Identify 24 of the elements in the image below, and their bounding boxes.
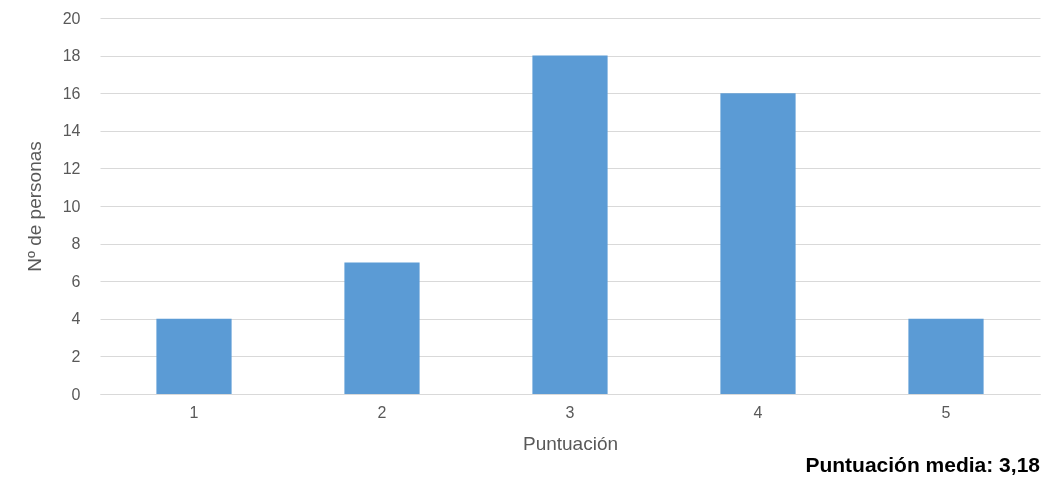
x-tick-label: 3 bbox=[565, 403, 575, 421]
bar bbox=[720, 93, 796, 394]
bar bbox=[344, 262, 420, 394]
y-tick-label: 6 bbox=[71, 272, 81, 290]
x-tick-label: 1 bbox=[189, 403, 199, 421]
text: Puntuación media: 3,18 bbox=[805, 453, 1041, 476]
x-tick-label: 2 bbox=[377, 403, 387, 421]
x-tick-label: 5 bbox=[941, 403, 951, 421]
y-tick-label: 8 bbox=[71, 235, 81, 253]
x-axis-title: Puntuación bbox=[522, 432, 619, 454]
y-tick-label: 10 bbox=[62, 197, 81, 215]
y-tick-label: 4 bbox=[71, 310, 81, 328]
y-tick-label: 20 bbox=[62, 9, 81, 27]
bar bbox=[908, 318, 984, 394]
y-tick-label: 12 bbox=[62, 159, 81, 177]
x-tick-label: 4 bbox=[753, 403, 763, 421]
y-tick-label: 14 bbox=[62, 122, 81, 140]
y-tick-label: 0 bbox=[71, 385, 81, 403]
y-tick-label: 18 bbox=[62, 47, 81, 65]
y-tick-label: 16 bbox=[62, 84, 81, 102]
bar bbox=[532, 55, 608, 394]
y-axis-title: Nº de personas bbox=[23, 141, 45, 272]
y-tick-label: 2 bbox=[71, 347, 81, 365]
bar bbox=[156, 318, 232, 394]
